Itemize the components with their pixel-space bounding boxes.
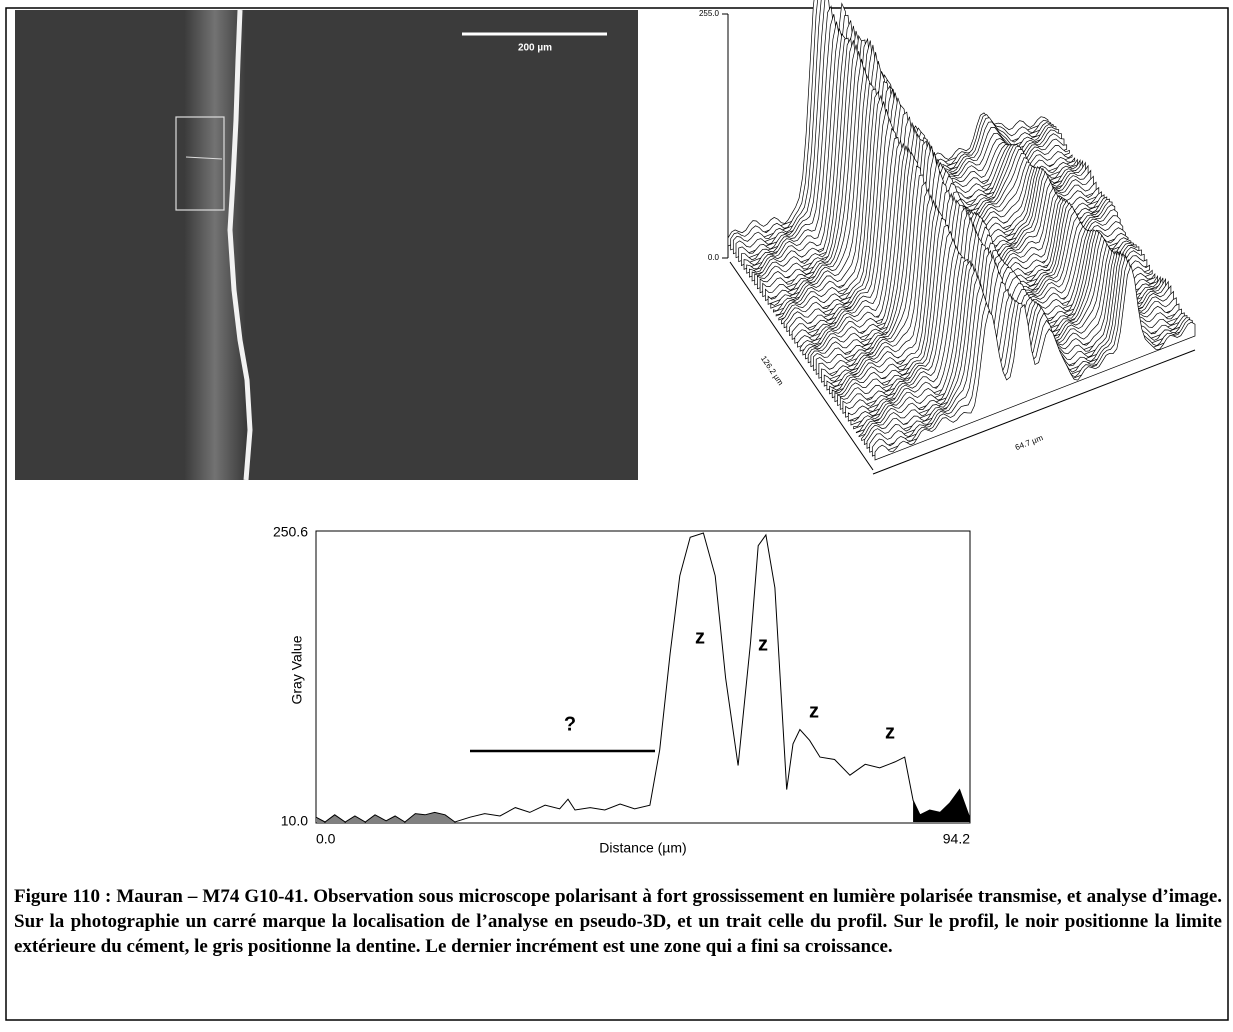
annotation: z [758, 633, 768, 655]
y-tick-label: 250.6 [273, 524, 308, 540]
profile-line [185, 156, 223, 160]
depth-label: 126.2 µm [759, 354, 785, 387]
y-axis-label: Gray Value [289, 635, 305, 704]
annotation: z [809, 700, 819, 722]
annotation: z [885, 721, 895, 743]
shaded-region [913, 789, 970, 822]
x-tick-label: 94.2 [943, 831, 970, 847]
x-axis-label: Distance (µm) [599, 840, 686, 856]
width-label: 64.7 µm [1014, 433, 1045, 452]
y-tick-label: 10.0 [281, 813, 308, 829]
photo-background [15, 10, 638, 480]
x-tick-label: 0.0 [316, 831, 336, 847]
profile-chart: Distance (µm) Gray Value 250.6 10.0 0.0 94.… [273, 524, 971, 856]
analysis-square [175, 116, 225, 211]
plot-frame [315, 530, 971, 824]
frame [5, 7, 1229, 1021]
z-max-label: 255.0 [699, 9, 720, 18]
profile-line [315, 532, 971, 823]
width-axis [872, 349, 1196, 475]
photo: 200 µm [15, 9, 638, 481]
annotation: ? [564, 713, 576, 735]
photo-edge [227, 9, 253, 481]
surface-row [874, 264, 1196, 461]
scale-label: 200 µm [518, 43, 552, 54]
depth-axis [729, 261, 874, 471]
shaded-region [316, 812, 455, 822]
z-min-label: 0.0 [708, 253, 720, 262]
surface-plot: 255.0 0.0 126.2 µm 64.7 µm [699, 0, 1196, 475]
caption: Figure 110 : Mauran – M74 G10-41. Observ… [14, 886, 1222, 957]
annotation: z [695, 626, 705, 648]
